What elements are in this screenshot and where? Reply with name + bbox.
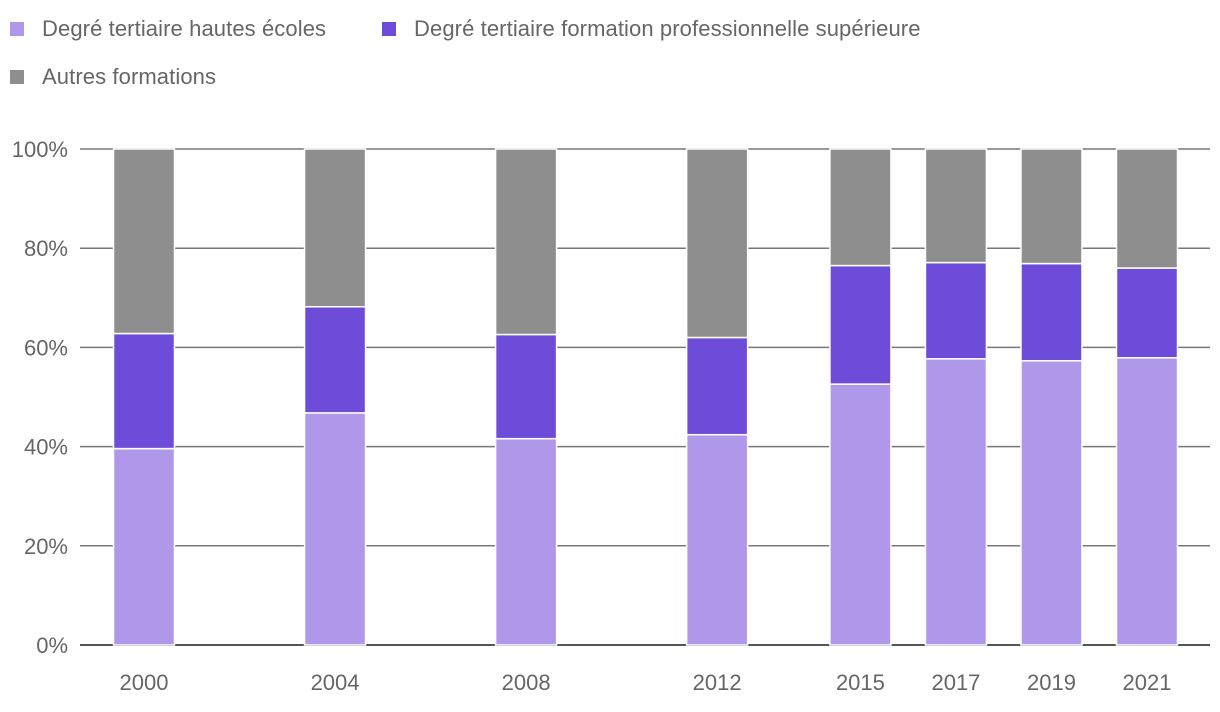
legend-label-autres-formations: Autres formations [42,64,217,89]
bar-segment-2019-series-1 [1020,262,1083,362]
x-tick-label: 2008 [502,670,551,695]
bar-segment-2015-series-0 [829,383,892,646]
x-axis-ticks: 2000 2004 2008 2012 2015 2017 2019 2021 [120,670,1172,695]
bar-segment-2012-series-1 [685,336,749,436]
legend-swatch-autres-formations [10,70,24,84]
x-tick-label: 2019 [1027,670,1076,695]
y-tick-label: 20% [24,534,68,559]
bar-segment-2017-series-0 [924,358,988,646]
x-tick-label: 2012 [693,670,742,695]
bar-segment-2015-series-1 [829,264,892,385]
legend-item-formation-professionnelle: Degré tertiaire formation professionnell… [382,16,921,42]
bar-segment-2019-series-0 [1020,360,1083,646]
bar-segment-2004-series-0 [303,412,367,646]
y-tick-label: 0% [36,633,68,658]
y-tick-label: 80% [24,236,68,261]
y-axis-ticks: 0% 20% 40% 60% 80% 100% [12,137,68,658]
bar-segment-2004-series-2 [303,148,367,308]
x-tick-label: 2017 [931,670,980,695]
bar-segment-2004-series-1 [303,305,367,414]
bar-segment-2008-series-2 [494,148,558,336]
x-tick-label: 2000 [120,670,169,695]
y-tick-label: 100% [12,137,68,162]
legend-item-hautes-ecoles: Degré tertiaire hautes écoles [10,16,326,42]
x-tick-label: 2004 [311,670,360,695]
bar-segment-2008-series-0 [494,437,558,646]
bar-segment-2012-series-0 [685,433,749,646]
x-tick-label: 2021 [1123,670,1172,695]
legend-item-autres-formations: Autres formations [10,64,216,90]
legend-label-formation-professionnelle: Degré tertiaire formation professionnell… [414,16,921,41]
bar-segment-2015-series-2 [829,148,892,267]
bar-segment-2021-series-1 [1115,267,1179,359]
bar-segment-2000-series-1 [112,332,176,450]
x-tick-label: 2015 [836,670,885,695]
bar-segment-2012-series-2 [685,148,749,339]
bars [112,148,1179,646]
bar-segment-2017-series-2 [924,148,988,264]
bar-segment-2008-series-1 [494,333,558,440]
bar-segment-2017-series-1 [924,261,988,360]
legend-swatch-formation-professionnelle [382,22,396,36]
legend-label-hautes-ecoles: Degré tertiaire hautes écoles [42,16,327,41]
bar-segment-2019-series-2 [1020,148,1083,265]
y-tick-label: 40% [24,435,68,460]
legend-swatch-hautes-ecoles [10,22,24,36]
bar-segment-2000-series-0 [112,447,176,646]
y-tick-label: 60% [24,335,68,360]
bar-segment-2021-series-2 [1115,148,1179,269]
bar-segment-2021-series-0 [1115,357,1179,646]
bar-segment-2000-series-2 [112,148,176,335]
